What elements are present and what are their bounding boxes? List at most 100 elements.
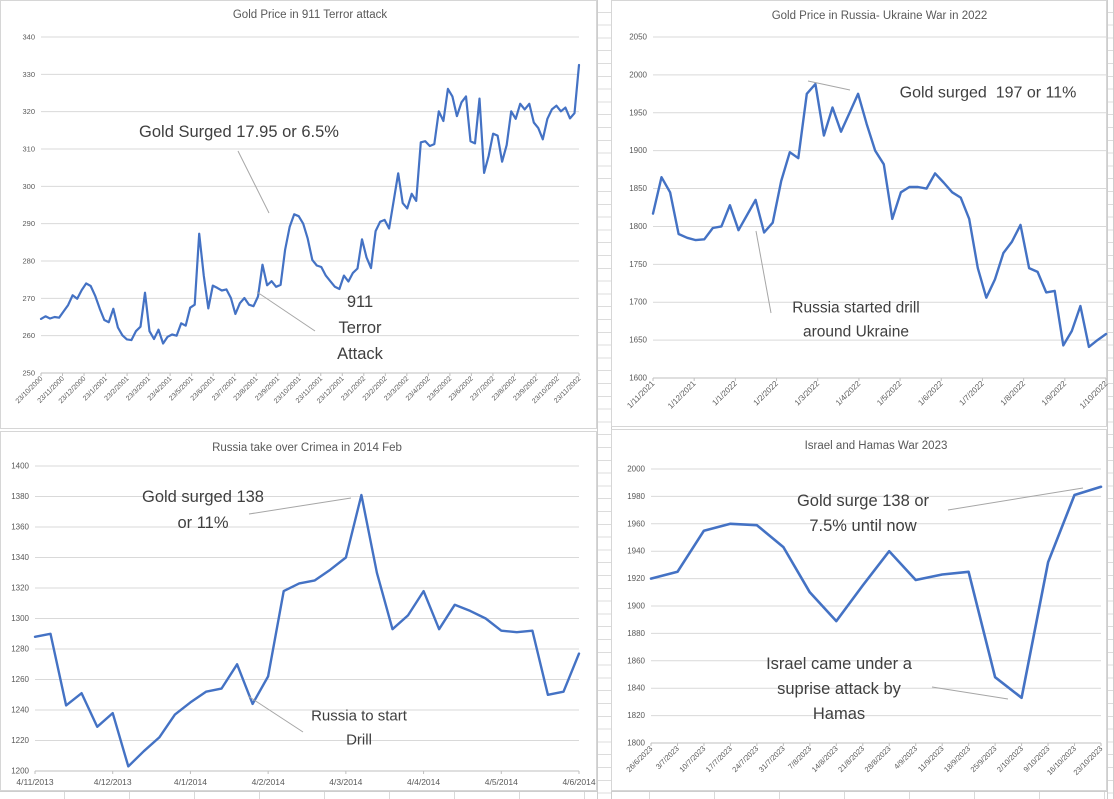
y-tick-label: 1820	[627, 711, 645, 720]
x-tick-label: 21/8/2023	[836, 744, 866, 774]
chart-annotation: 911	[347, 293, 373, 311]
x-tick-label: 1/1/2022	[710, 379, 739, 408]
sheet-grid-middle-strip	[597, 0, 612, 799]
y-tick-label: 1220	[11, 736, 29, 745]
x-tick-label: 1/12/2021	[666, 379, 698, 411]
x-tick-label: 18/9/2023	[942, 744, 972, 774]
chart-annotation: Russia to start	[311, 707, 408, 724]
chart-annotation: Gold surged 138	[142, 488, 264, 506]
y-tick-label: 1650	[629, 336, 647, 345]
chart-annotation: Gold surged 197 or 11%	[900, 85, 1077, 102]
y-tick-label: 1340	[11, 553, 29, 562]
x-tick-label: 26/6/2023	[624, 744, 654, 774]
y-tick-label: 290	[22, 219, 35, 228]
chart-annotation: Russia started drill	[792, 299, 920, 316]
chart-title: Gold Price in 911 Terror attack	[233, 9, 388, 21]
y-tick-label: 1600	[629, 374, 647, 383]
y-tick-label: 1960	[627, 519, 645, 528]
y-tick-label: 330	[22, 70, 35, 79]
x-tick-label: 1/5/2022	[875, 379, 904, 408]
x-tick-label: 4/11/2013	[16, 777, 53, 787]
gold-price-series-line	[649, 485, 1103, 700]
y-tick-label: 1260	[11, 675, 29, 684]
x-tick-label: 4/4/2014	[407, 777, 440, 787]
chart-annotation: Hamas	[813, 705, 865, 723]
x-tick-label: 1/7/2022	[957, 379, 986, 408]
chart-annotation: or 11%	[177, 514, 228, 532]
chart-annotation: suprise attack by	[777, 680, 902, 698]
chart-annotation: Gold Surged 17.95 or 6.5%	[139, 123, 339, 141]
x-tick-label: 14/8/2023	[810, 744, 840, 774]
chart-gold-russia-ukraine-war[interactable]: Gold Price in Russia- Ukraine War in 202…	[611, 0, 1108, 427]
chart-annotation: Drill	[346, 731, 372, 748]
chart-svg: Israel and Hamas War 2023 2000 1980 1960 194…	[624, 440, 1104, 777]
chart-annotation: Gold surge 138 or	[797, 492, 930, 510]
x-tick-label: 10/7/2023	[677, 744, 707, 774]
gold-price-series-line	[39, 63, 581, 345]
y-tick-label: 1840	[627, 684, 645, 693]
y-tick-label: 2050	[629, 33, 647, 42]
annotation-leader-line	[807, 80, 851, 91]
y-tick-label: 1800	[627, 739, 645, 748]
y-tick-label: 260	[22, 331, 35, 340]
y-tick-label: 1750	[629, 260, 647, 269]
x-tick-label: 1/2/2022	[752, 379, 781, 408]
annotation-leader-line	[248, 497, 352, 515]
chart-title: Gold Price in Russia- Ukraine War in 202…	[772, 10, 988, 22]
chart-svg: Russia take over Crimea in 2014 Feb 1400 1…	[11, 442, 596, 787]
y-tick-label: 1880	[627, 629, 645, 638]
chart-annotation: around Ukraine	[803, 323, 909, 340]
gold-price-series-line	[651, 82, 1108, 349]
y-tick-label: 320	[22, 107, 35, 116]
annotation-leader-line	[256, 291, 316, 332]
y-tick-label: 1400	[11, 462, 29, 471]
x-tick-label: 31/7/2023	[757, 744, 787, 774]
chart-annotation: Attack	[337, 345, 384, 363]
chart-gold-911-terror-attack[interactable]: Gold Price in 911 Terror attack 340 330 320…	[0, 0, 597, 429]
chart-svg: Gold Price in Russia- Ukraine War in 202…	[625, 10, 1108, 411]
chart-gold-crimea-2014[interactable]: Russia take over Crimea in 2014 Feb 1400 1…	[0, 431, 597, 791]
sheet-grid-bottom-strip	[0, 791, 1114, 799]
y-tick-label: 1380	[11, 492, 29, 501]
x-tick-label: 1/10/2022	[1078, 379, 1108, 411]
x-tick-label: 4/3/2014	[329, 777, 362, 787]
y-tick-label: 1700	[629, 298, 647, 307]
x-tick-label: 4/5/2014	[485, 777, 518, 787]
annotation-leader-line	[755, 230, 772, 314]
chart-gold-israel-hamas-war[interactable]: Israel and Hamas War 2023 2000 1980 1960 194…	[611, 429, 1107, 791]
x-tick-label: 1/4/2022	[834, 379, 863, 408]
y-tick-label: 340	[22, 33, 35, 42]
x-tick-label: 4/2/2014	[252, 777, 285, 787]
annotation-leader-line	[931, 686, 1009, 700]
annotation-leader-line	[247, 695, 304, 733]
chart-annotation: 7.5% until now	[809, 517, 916, 535]
y-tick-label: 2000	[629, 70, 647, 79]
y-tick-label: 1800	[629, 222, 647, 231]
y-tick-label: 1920	[627, 574, 645, 583]
y-tick-label: 1980	[627, 492, 645, 501]
x-tick-label: 17/7/2023	[704, 744, 734, 774]
x-tick-label: 25/9/2023	[969, 744, 999, 774]
y-tick-label: 300	[22, 182, 35, 191]
y-tick-label: 1900	[627, 602, 645, 611]
y-tick-label: 1900	[629, 146, 647, 155]
x-tick-label: 2/10/2023	[995, 744, 1025, 774]
x-tick-label: 4/12/2013	[94, 777, 132, 787]
gold-price-series-line	[33, 493, 581, 768]
y-tick-label: 2000	[627, 465, 645, 474]
y-tick-label: 1940	[627, 547, 645, 556]
chart-annotation: Terror	[338, 319, 382, 337]
y-tick-label: 1360	[11, 523, 29, 532]
annotation-leader-line	[237, 150, 270, 214]
y-tick-label: 1320	[11, 584, 29, 593]
x-tick-label: 4/6/2014	[562, 777, 595, 787]
chart-title: Russia take over Crimea in 2014 Feb	[212, 442, 402, 454]
y-tick-label: 270	[22, 294, 35, 303]
x-tick-label: 1/11/2021	[625, 379, 656, 410]
chart-title: Israel and Hamas War 2023	[805, 440, 948, 452]
x-tick-label: 11/9/2023	[916, 744, 946, 774]
y-tick-label: 1300	[11, 614, 29, 623]
x-tick-label: 1/8/2022	[999, 379, 1028, 408]
x-tick-label: 24/7/2023	[730, 744, 760, 774]
x-tick-label: 1/6/2022	[916, 379, 945, 408]
